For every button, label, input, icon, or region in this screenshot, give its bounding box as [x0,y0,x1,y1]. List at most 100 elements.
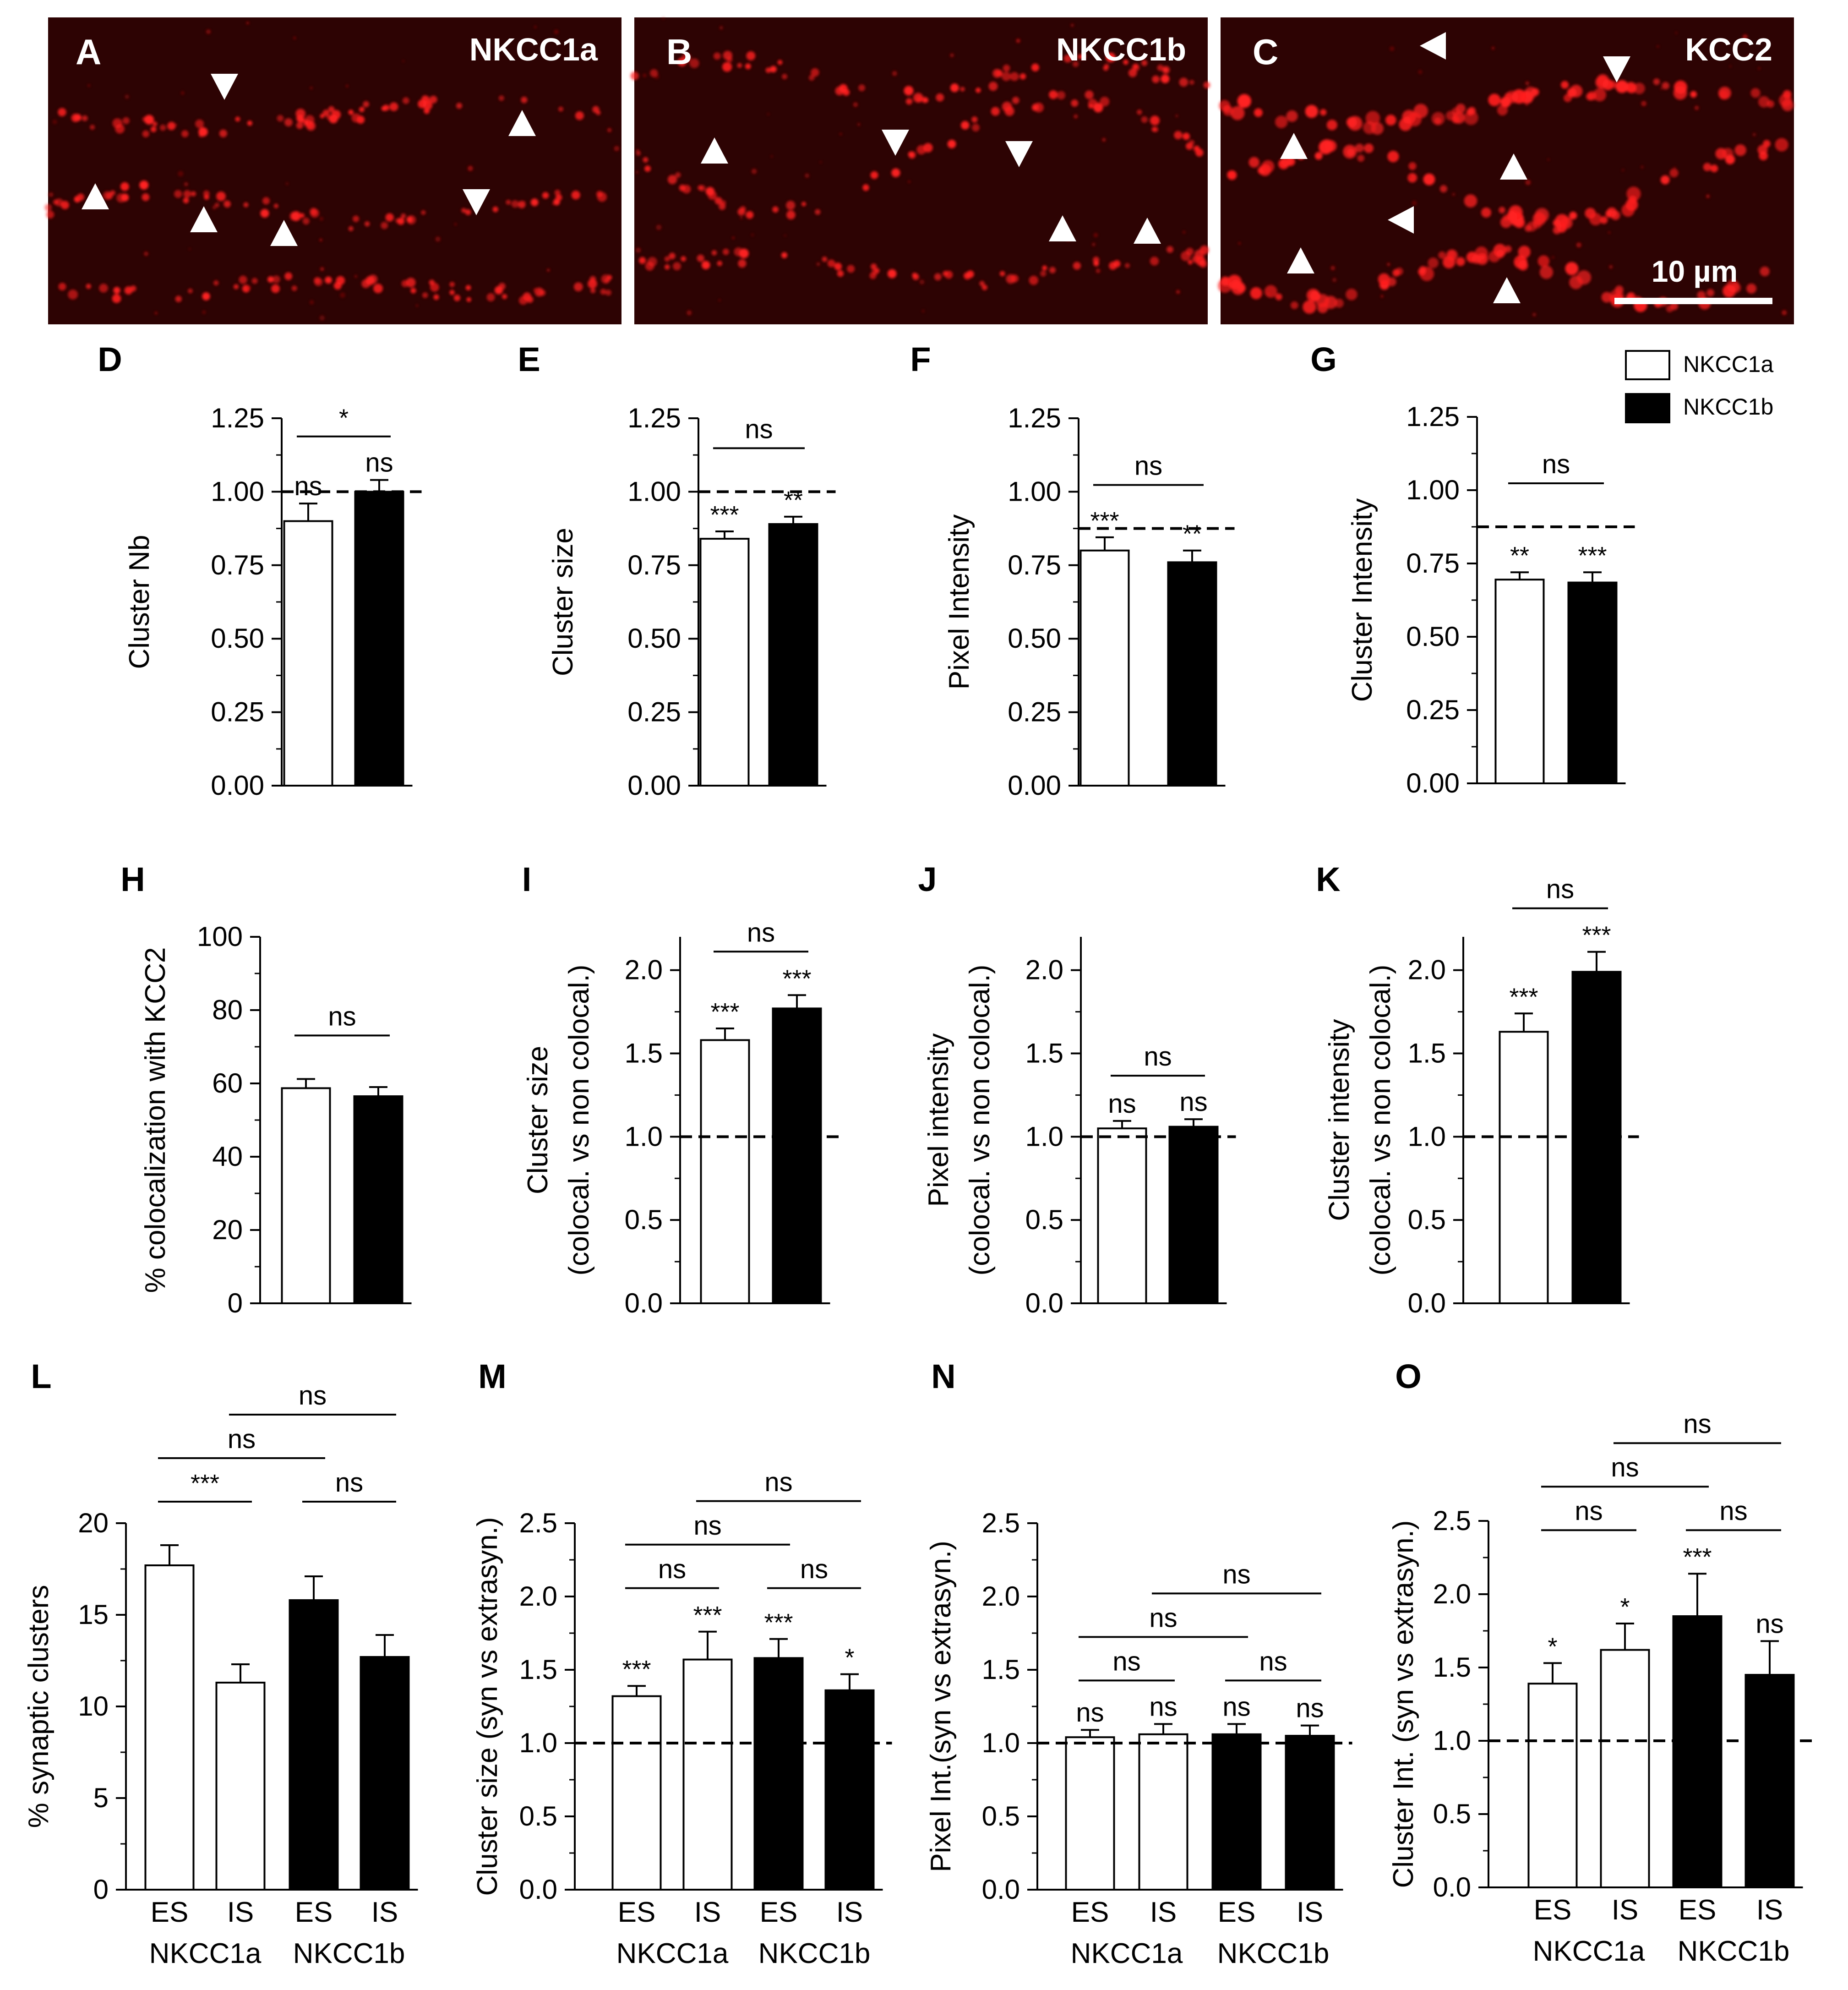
chart-panel-f: F 0.00 0.25 0.50 0.75 1.00 1.25 Pixel Intensity… [910,340,1235,801]
legend: NKCC1a NKCC1b [1625,350,1773,423]
punctum [1496,250,1505,258]
punctum [1371,122,1384,135]
punctum [675,172,681,178]
punctum [178,171,184,177]
chart-panel-d: D 0.00 0.25 0.50 0.75 1.00 1.25 Cluster Nb ns ns * [98,340,422,801]
micrograph-c-letter: C [1253,32,1278,72]
punctum [870,171,878,179]
significance-label: ns [1076,1698,1104,1728]
punctum [770,66,777,73]
x-group-label: NKCC1b [1217,1938,1330,1969]
punctum [99,284,108,293]
punctum [600,289,606,295]
punctum [144,115,154,125]
significance-label: *** [1090,507,1119,535]
punctum [701,261,710,269]
punctum [1167,246,1173,253]
punctum [573,282,583,291]
punctum [590,288,596,294]
y-tick-label: 80 [212,995,243,1025]
punctum [235,116,240,122]
punctum [144,251,148,256]
punctum [1010,274,1019,283]
significance-label: ns [1755,1609,1783,1639]
y-axis-title: Cluster Int. (syn vs extrasyn.) [1388,1520,1419,1888]
punctum [719,203,726,210]
y-tick-label: 0.25 [627,697,681,727]
punctum [433,294,439,300]
punctum [271,284,280,293]
punctum [1403,116,1411,124]
punctum [124,286,133,295]
punctum [1464,194,1477,208]
y-tick-label: 1.5 [1025,1038,1063,1069]
punctum [834,262,842,270]
punctum [1174,131,1183,140]
punctum [1674,166,1676,169]
punctum [811,68,819,77]
comparison-label: ns [1542,449,1570,479]
punctum [1019,73,1026,80]
punctum [1049,90,1058,99]
bar [283,520,333,787]
punctum [1385,115,1396,126]
punctum [892,71,897,76]
punctum [979,281,985,286]
y-tick-label: 0.75 [211,550,264,580]
punctum [1157,64,1164,71]
y-tick-label: 0.25 [1406,694,1460,725]
punctum [589,276,596,283]
punctum [214,202,219,208]
punctum [784,235,786,237]
punctum [992,69,1002,78]
punctum [912,273,919,280]
punctum [1153,126,1159,132]
punctum [1718,87,1731,100]
punctum [1456,257,1465,266]
punctum [1452,193,1456,196]
significance-label: *** [710,501,739,529]
chart-panel-n: N 0.0 0.5 1.0 1.5 2.0 2.5 Pixel Int.(syn vs ext… [925,1357,1352,1969]
punctum [1412,200,1417,206]
y-axis-title-line2: (colocal. vs non colocal.) [563,965,595,1276]
punctum [1355,143,1364,153]
punctum [1266,292,1270,297]
x-category-label: ES [151,1897,189,1928]
punctum [1653,78,1660,85]
punctum [681,256,687,262]
punctum [389,102,398,111]
punctum [934,273,942,281]
bar [1097,1127,1147,1305]
y-axis-title: % synaptic clusters [23,1585,55,1828]
punctum [174,123,178,126]
y-tick-label: 0.25 [211,697,264,727]
punctum [966,270,974,278]
y-tick-label: 1.0 [1025,1121,1063,1152]
punctum [453,295,461,301]
punctum [1002,71,1011,81]
significance-label: ns [1296,1694,1324,1723]
punctum [1657,45,1659,48]
punctum [429,95,437,104]
punctum [159,124,166,131]
punctum [1694,105,1699,110]
punctum [837,270,844,277]
punctum [365,221,370,227]
punctum [738,259,747,268]
y-tick-label: 0.00 [1406,768,1460,798]
punctum [647,257,657,267]
punctum [1782,310,1787,315]
bar [1138,1733,1188,1891]
punctum [354,275,357,278]
arrowhead-icon [1280,133,1308,159]
micrograph-b-label: NKCC1b [1056,32,1186,67]
punctum [1103,65,1109,71]
y-tick-label: 1.5 [625,1038,663,1069]
punctum [421,96,431,104]
arrowhead-icon [701,137,728,164]
punctum [154,312,158,315]
punctum [554,190,561,196]
punctum [1662,82,1669,90]
punctum [401,280,409,287]
